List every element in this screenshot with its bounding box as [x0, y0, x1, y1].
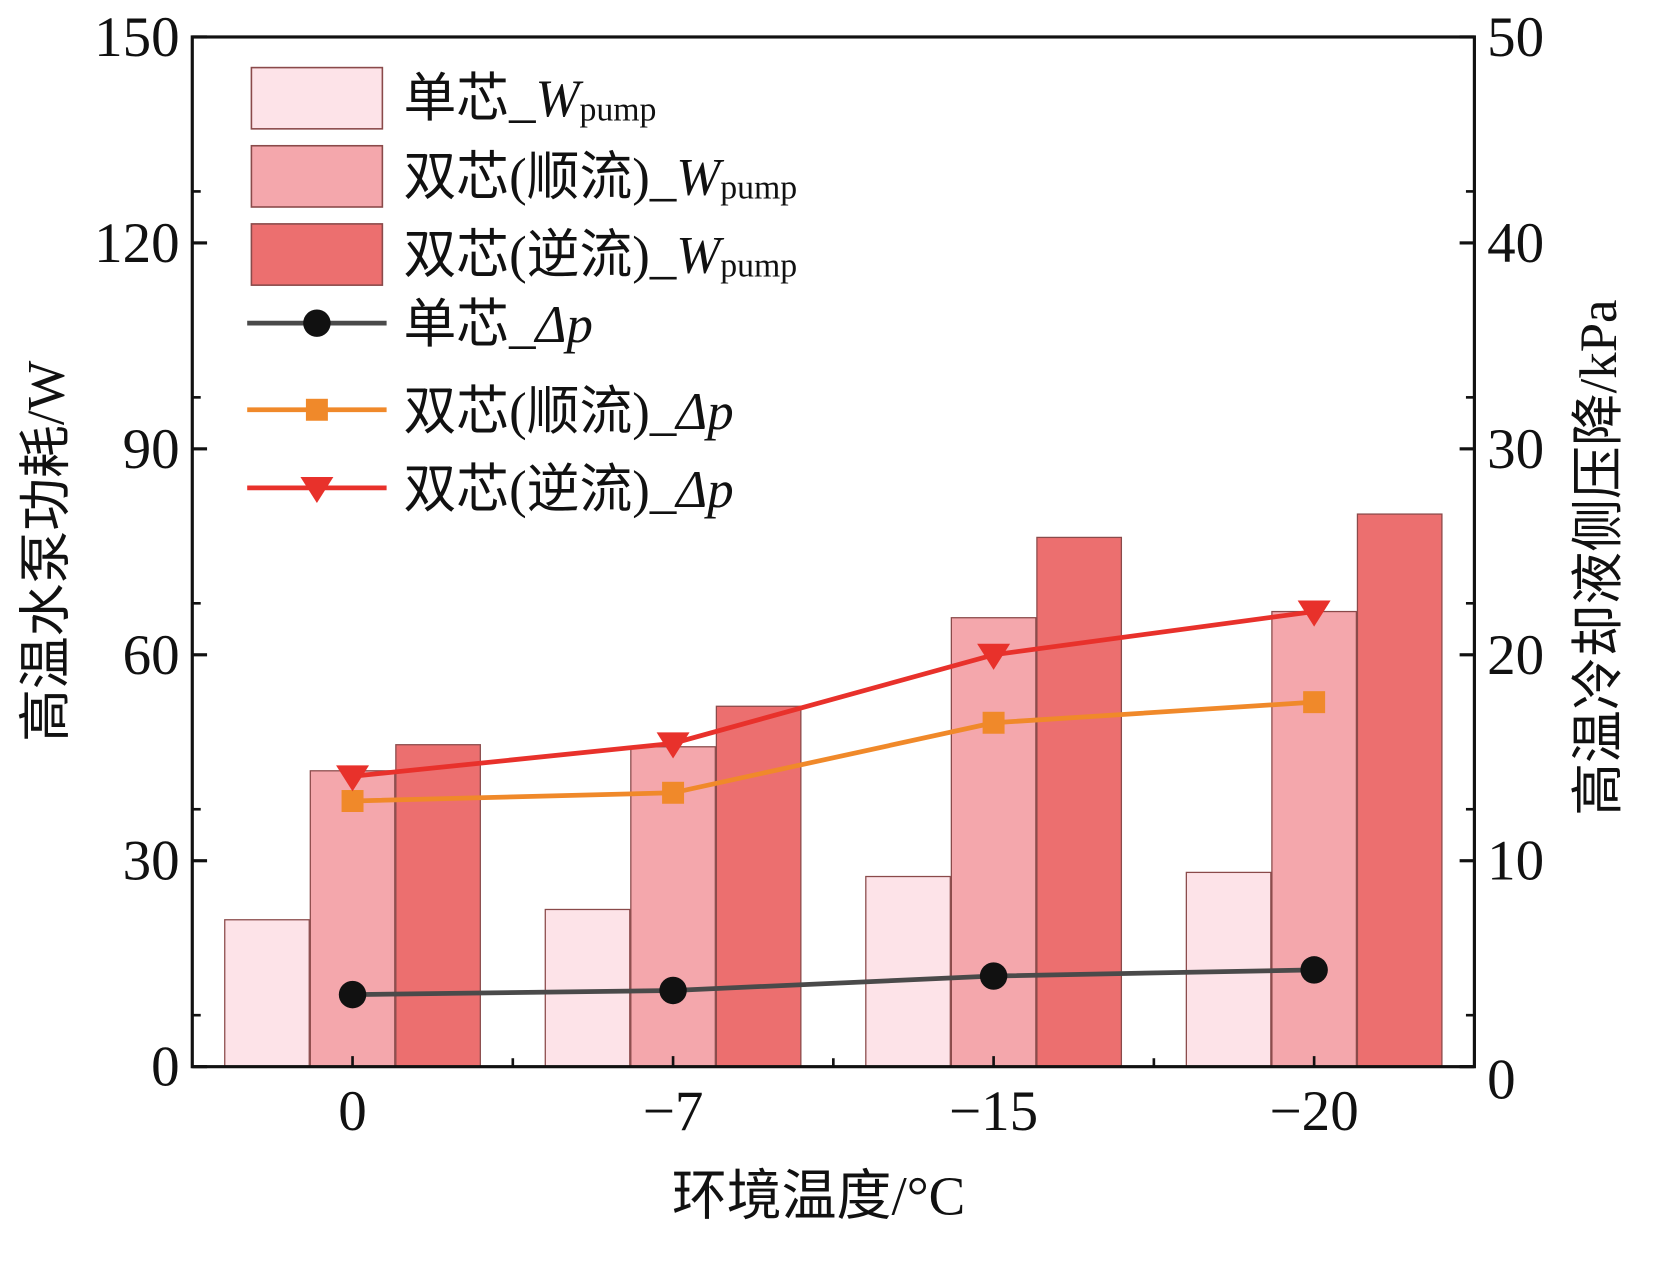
y-tick-label: 120 [94, 212, 180, 275]
x-axis-label: 环境温度/°C [672, 1166, 965, 1227]
point-0-2 [979, 962, 1008, 990]
y-tick-label: 150 [94, 6, 180, 69]
y2-tick-label: 20 [1487, 624, 1544, 687]
y-tick-label: 90 [123, 418, 180, 481]
line-series-1 [352, 699, 1315, 804]
x-tick-label: 0 [338, 1080, 367, 1143]
point-1-2 [982, 711, 1005, 734]
point-2-0 [336, 765, 370, 792]
point-0-1 [659, 976, 687, 1005]
bar-2-2 [1036, 536, 1123, 1068]
point-2-3 [1297, 600, 1331, 627]
y2-axis-label: 高温冷却液侧压降/kPa [1570, 300, 1628, 816]
legend-label-bar-1: 双芯(顺流)_Wpump [403, 148, 797, 206]
y-tick-label: 0 [151, 1036, 180, 1099]
legend-swatch-2 [250, 223, 384, 286]
legend-marker-2 [300, 476, 334, 504]
legend-label-bar-0: 单芯_Wpump [403, 70, 656, 128]
lines-layer [336, 600, 1331, 1009]
y-tick-label: 60 [123, 624, 180, 687]
x-tick-label: −15 [949, 1080, 1038, 1143]
point-0-0 [338, 980, 367, 1009]
y2-tick-label: 0 [1487, 1048, 1516, 1111]
point-2-1 [656, 732, 690, 759]
legend-marker-0 [303, 309, 331, 337]
y2-tick-label: 50 [1487, 6, 1544, 69]
bar-2-3 [1356, 513, 1443, 1068]
legend: 单芯_Wpump 双芯(顺流)_Wpump 双芯(逆流)_Wpump 单芯_Δp 双芯(… [247, 66, 797, 519]
legend-swatch-1 [250, 144, 384, 208]
bar-0-1 [544, 908, 631, 1068]
legend-label-line-1: 双芯(顺流)_Δp [403, 383, 733, 441]
bar-1-3 [1271, 610, 1358, 1068]
bar-1-2 [950, 617, 1037, 1068]
point-2-2 [977, 643, 1011, 670]
bar-0-2 [865, 875, 951, 1068]
legend-label-line-0: 单芯_Δp [403, 296, 592, 354]
bar-0-0 [224, 919, 310, 1068]
point-1-0 [341, 790, 364, 812]
axes-layer: 0 30 60 90 120 150 0 10 20 30 40 50 0 −7 −15 −20 [94, 6, 1544, 1143]
y-tick-label: 30 [123, 830, 180, 893]
legend-marker-1 [305, 398, 328, 421]
y2-tick-label: 40 [1487, 212, 1544, 275]
legend-label-bar-2: 双芯(逆流)_Wpump [403, 226, 797, 284]
x-tick-label: −7 [643, 1080, 704, 1143]
point-1-3 [1303, 691, 1326, 714]
point-0-3 [1300, 956, 1328, 984]
point-1-1 [662, 781, 685, 804]
bar-2-1 [715, 705, 802, 1068]
y-axis-label: 高温水泵功耗/W [17, 360, 75, 741]
bar-1-0 [309, 770, 396, 1068]
line-series-0 [352, 967, 1315, 997]
y2-tick-label: 30 [1487, 418, 1544, 481]
x-tick-label: −20 [1270, 1080, 1359, 1143]
legend-label-line-2: 双芯(逆流)_Δp [403, 461, 733, 519]
y2-tick-label: 10 [1487, 830, 1544, 893]
line-series-2 [352, 609, 1315, 779]
bar-2-0 [395, 744, 481, 1068]
legend-swatch-0 [250, 66, 384, 130]
